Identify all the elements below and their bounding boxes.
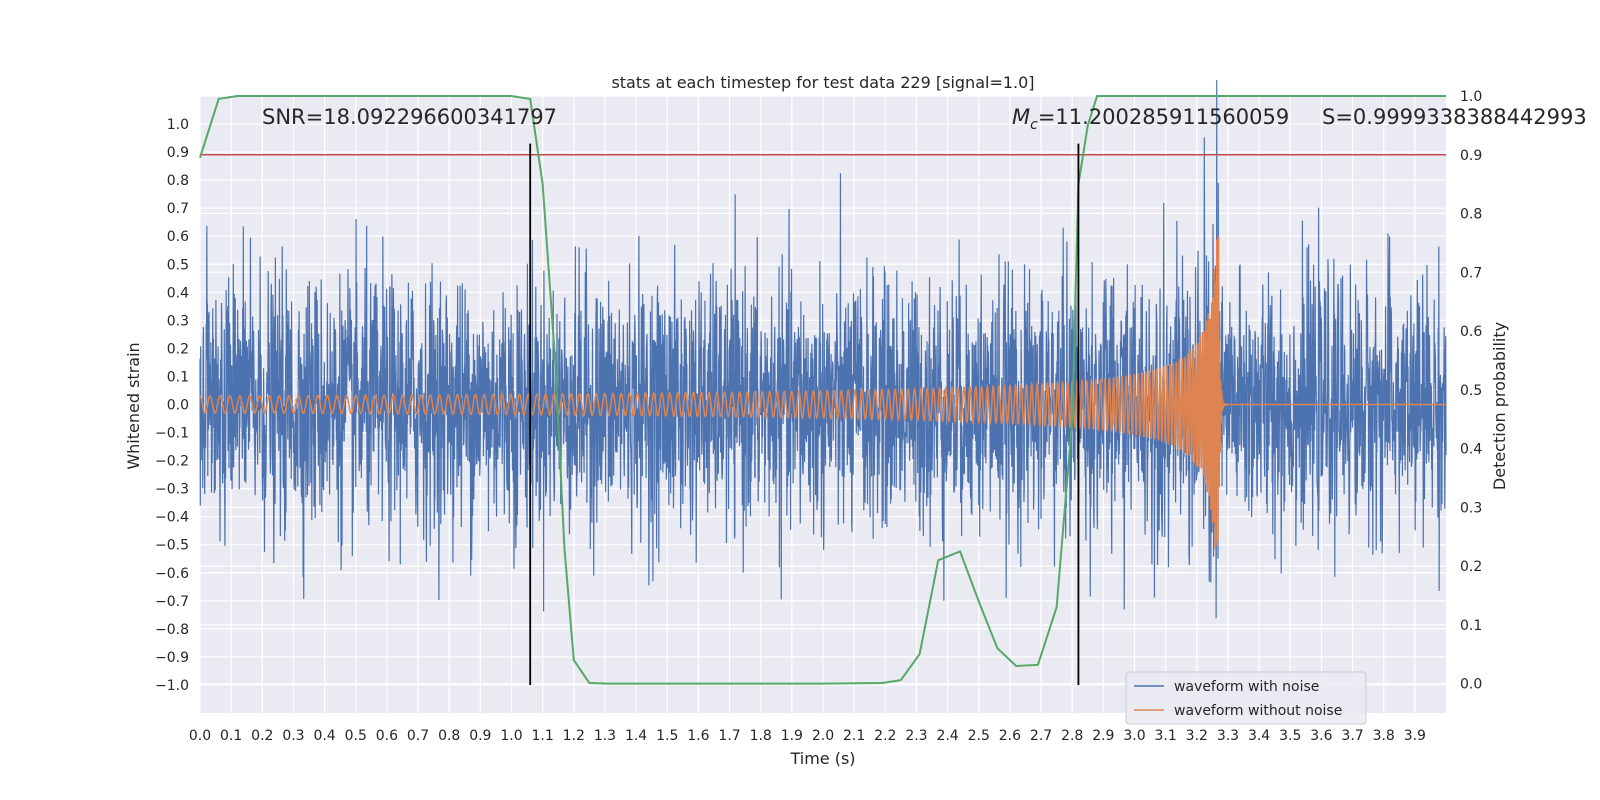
y-axis-label: Whitened strain [124, 342, 143, 469]
y-tick-label: −0.3 [155, 482, 189, 498]
x-axis-label: Time (s) [789, 749, 855, 768]
x-tick-label: 1.1 [532, 728, 554, 744]
x-tick-label: 3.8 [1373, 728, 1395, 744]
x-tick-label: 1.8 [750, 728, 772, 744]
y-tick-label: −0.5 [155, 538, 189, 554]
y-tick-label: 0.3 [167, 313, 189, 329]
x-tick-label: 0.7 [407, 728, 429, 744]
x-tick-label: 2.0 [812, 728, 834, 744]
x-tick-label: 3.6 [1310, 728, 1332, 744]
x-tick-label: 2.4 [936, 728, 958, 744]
y-right-tick-label: 0.0 [1460, 677, 1482, 693]
y-tick-label: −0.4 [155, 510, 189, 526]
x-tick-label: 1.0 [500, 728, 522, 744]
x-tick-label: 1.6 [687, 728, 709, 744]
x-tick-label: 0.0 [189, 728, 211, 744]
x-tick-label: 2.9 [1092, 728, 1114, 744]
y-right-tick-label: 0.1 [1460, 618, 1482, 634]
x-tick-label: 0.6 [376, 728, 398, 744]
x-tick-label: 3.5 [1279, 728, 1301, 744]
x-tick-label: 2.2 [874, 728, 896, 744]
y-tick-label: 0.9 [167, 145, 189, 161]
x-tick-label: 3.4 [1248, 728, 1270, 744]
y-tick-label: 0.5 [167, 257, 189, 273]
x-tick-label: 1.5 [656, 728, 678, 744]
legend-label-noisy: waveform with noise [1174, 679, 1319, 695]
y-tick-label: 0.0 [167, 398, 189, 414]
x-tick-label: 1.3 [594, 728, 616, 744]
snr-annotation: SNR=18.092296600341797 [262, 105, 557, 129]
legend: waveform with noise waveform without noi… [1125, 671, 1367, 725]
y-right-tick-label: 0.8 [1460, 207, 1482, 223]
x-tick-label: 0.5 [345, 728, 367, 744]
y-right-tick-label: 0.4 [1460, 442, 1482, 458]
x-tick-label: 2.7 [1030, 728, 1052, 744]
x-tick-label: 1.2 [563, 728, 585, 744]
x-tick-label: 3.1 [1155, 728, 1177, 744]
x-tick-label: 3.2 [1186, 728, 1208, 744]
y-tick-label: −0.9 [155, 650, 189, 666]
x-tick-label: 3.9 [1404, 728, 1426, 744]
x-tick-label: 0.9 [469, 728, 491, 744]
y-tick-label: −0.6 [155, 566, 189, 582]
legend-label-clean: waveform without noise [1174, 703, 1342, 719]
x-tick-label: 2.8 [1061, 728, 1083, 744]
chirp-mass-value: =11.200285911560059 [1038, 105, 1289, 129]
y-tick-label: −0.8 [155, 622, 189, 638]
y-right-tick-label: 0.6 [1460, 324, 1482, 340]
x-tick-label: 2.1 [843, 728, 865, 744]
x-tick-label: 1.4 [625, 728, 647, 744]
chart-title: stats at each timestep for test data 229… [611, 73, 1034, 92]
y-tick-labels: 1.0 0.9 0.8 0.7 0.6 0.5 0.4 0.3 0.2 0.1 0.0 −0.1 −0.… [155, 117, 189, 694]
x-tick-label: 2.3 [905, 728, 927, 744]
waveform-without-noise-line [199, 236, 1446, 550]
x-tick-label: 3.7 [1341, 728, 1363, 744]
y-tick-label: 0.4 [167, 285, 189, 301]
y-right-tick-label: 0.5 [1460, 383, 1482, 399]
y-tick-label: 0.1 [167, 369, 189, 385]
x-tick-label: 0.2 [251, 728, 273, 744]
y-right-axis-label: Detection probability [1490, 322, 1509, 490]
x-tick-label: 3.0 [1123, 728, 1145, 744]
y-right-tick-label: 0.2 [1460, 559, 1482, 575]
vertical-marker-lines [529, 143, 1080, 685]
x-tick-label: 3.3 [1217, 728, 1239, 744]
legend-box [1125, 671, 1367, 725]
y-tick-label: 0.2 [167, 341, 189, 357]
x-tick-label: 1.9 [781, 728, 803, 744]
x-tick-label: 2.5 [968, 728, 990, 744]
y-tick-label: −1.0 [155, 678, 189, 694]
s-annotation: S=0.9999338388442993 [1322, 105, 1587, 129]
x-tick-label: 2.6 [999, 728, 1021, 744]
y-tick-label: 0.6 [167, 229, 189, 245]
y-tick-label: −0.7 [155, 594, 189, 610]
chirp-mass-subscript: c [1030, 117, 1038, 133]
x-tick-label: 0.1 [220, 728, 242, 744]
chirp-mass-annotation: Mc=11.200285911560059 [1012, 105, 1289, 133]
y-right-tick-label: 0.9 [1460, 148, 1482, 164]
chirp-mass-symbol: M [1012, 105, 1030, 129]
x-tick-label: 1.7 [718, 728, 740, 744]
detection-probability-line [199, 95, 1446, 685]
y-tick-label: 0.7 [167, 201, 189, 217]
y-tick-label: −0.2 [155, 454, 189, 470]
x-tick-label: 0.8 [438, 728, 460, 744]
y-right-tick-labels: 1.0 0.9 0.8 0.7 0.6 0.5 0.4 0.3 0.2 0.1 0.0 [1460, 89, 1482, 693]
y-right-tick-label: 0.7 [1460, 265, 1482, 281]
y-tick-label: −0.1 [155, 426, 189, 442]
y-tick-label: 0.8 [167, 173, 189, 189]
y-tick-label: 1.0 [167, 117, 189, 133]
y-right-tick-label: 1.0 [1460, 89, 1482, 105]
x-tick-label: 0.3 [282, 728, 304, 744]
x-tick-label: 0.4 [313, 728, 335, 744]
x-tick-labels: 0.0 0.1 0.2 0.3 0.4 0.5 0.6 0.7 0.8 0.9 1.0 1.1 1.2 1… [189, 728, 1426, 744]
waveform-with-noise-line [199, 80, 1447, 619]
y-right-tick-label: 0.3 [1460, 500, 1482, 516]
